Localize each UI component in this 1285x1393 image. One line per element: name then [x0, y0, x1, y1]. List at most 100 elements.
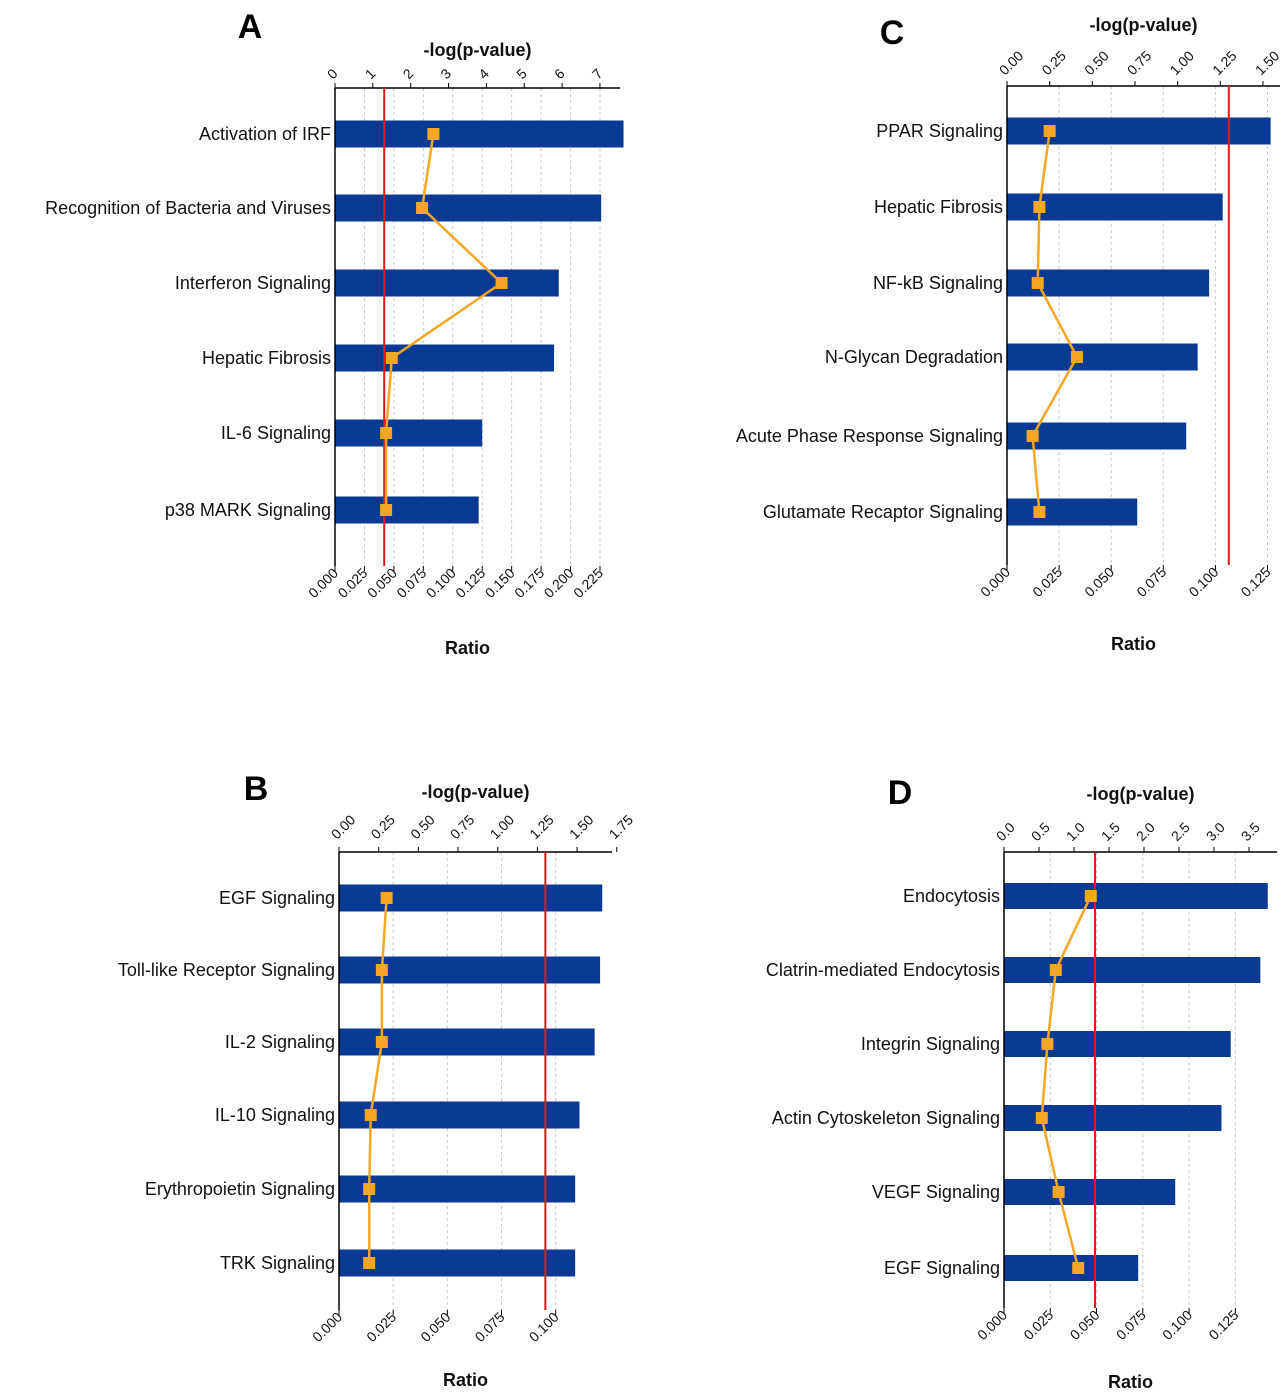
category-label: PPAR Signaling — [876, 121, 1003, 141]
category-label: IL-2 Signaling — [225, 1032, 335, 1052]
top-tick-label: 1.25 — [1209, 47, 1240, 78]
pvalue-marker — [381, 892, 393, 904]
category-label: Erythropoietin Signaling — [145, 1179, 335, 1199]
bottom-axis-title: Ratio — [443, 1370, 488, 1390]
top-tick-label: 7 — [589, 65, 606, 82]
bottom-tick-label: 0.025 — [363, 1309, 399, 1345]
top-tick-label: 3.5 — [1238, 819, 1263, 844]
bottom-tick-label: 0.175 — [511, 565, 547, 601]
category-label: Toll-like Receptor Signaling — [118, 960, 335, 980]
top-axis-title: -log(p-value) — [424, 40, 532, 60]
pvalue-marker — [1027, 430, 1039, 442]
bottom-tick-label: 0.150 — [482, 565, 518, 601]
top-tick-label: 1.0 — [1063, 819, 1088, 844]
top-axis-title: -log(p-value) — [1087, 784, 1195, 804]
top-tick-label: 4 — [475, 65, 492, 82]
top-tick-label: 6 — [551, 65, 568, 82]
pvalue-marker — [1033, 506, 1045, 518]
category-label: p38 MARK Signaling — [165, 500, 331, 520]
bottom-tick-label: 0.125 — [1238, 564, 1274, 600]
category-label: Endocytosis — [903, 886, 1000, 906]
top-tick-label: 0.0 — [993, 819, 1018, 844]
category-label: Hepatic Fibrosis — [202, 348, 331, 368]
bar — [1004, 1255, 1138, 1281]
category-label: Recognition of Bacteria and Viruses — [45, 198, 331, 218]
top-tick-label: 1.25 — [526, 811, 557, 842]
bottom-tick-label: 0.200 — [541, 565, 577, 601]
top-tick-label: 1.5 — [1098, 819, 1123, 844]
panel-b: B EGF Signaling Toll-like Receptor Signali… — [118, 770, 636, 1390]
pvalue-marker — [416, 202, 428, 214]
panel-letter: C — [880, 14, 905, 52]
bottom-tick-label: 0.075 — [472, 1309, 508, 1345]
top-tick-label: 5 — [513, 65, 530, 82]
category-label: TRK Signaling — [220, 1253, 335, 1273]
top-axis-title: -log(p-value) — [422, 782, 530, 802]
bottom-tick-label: 0.125 — [1205, 1307, 1241, 1343]
category-label: IL-6 Signaling — [221, 423, 331, 443]
bottom-tick-label: 0.050 — [1067, 1307, 1103, 1343]
category-label: Hepatic Fibrosis — [874, 197, 1003, 217]
bottom-tick-label: 0.100 — [423, 565, 459, 601]
bar — [1004, 1031, 1231, 1057]
bar — [1007, 344, 1198, 371]
bottom-tick-label: 0.100 — [1185, 564, 1221, 600]
bottom-tick-label: 0.000 — [974, 1307, 1010, 1343]
panel-letter: B — [244, 770, 269, 808]
pvalue-marker — [380, 427, 392, 439]
bar — [1007, 499, 1137, 526]
pvalue-marker — [496, 277, 508, 289]
pvalue-marker — [1044, 125, 1056, 137]
bottom-axis-title: Ratio — [445, 638, 490, 658]
top-tick-label: 1.75 — [606, 811, 637, 842]
pvalue-marker — [1071, 351, 1083, 363]
category-label: Activation of IRF — [199, 124, 331, 144]
bottom-tick-label: 0.100 — [1159, 1307, 1195, 1343]
top-tick-label: 2.0 — [1133, 819, 1158, 844]
pvalue-line — [1033, 131, 1077, 512]
bar — [335, 195, 601, 222]
pvalue-marker — [1085, 890, 1097, 902]
category-label: Integrin Signaling — [861, 1034, 1000, 1054]
top-tick-label: 0.00 — [328, 811, 359, 842]
bar — [1004, 883, 1268, 909]
pvalue-marker — [1050, 964, 1062, 976]
category-label: Clatrin-mediated Endocytosis — [766, 960, 1000, 980]
top-tick-label: 1.00 — [487, 811, 518, 842]
pvalue-marker — [376, 1036, 388, 1048]
category-label: N-Glycan Degradation — [825, 347, 1003, 367]
category-label: IL-10 Signaling — [215, 1105, 335, 1125]
category-label: Interferon Signaling — [175, 273, 331, 293]
category-label: VEGF Signaling — [872, 1182, 1000, 1202]
top-tick-label: 1.50 — [566, 811, 597, 842]
pvalue-marker — [1041, 1038, 1053, 1050]
bar — [335, 420, 482, 447]
top-axis-title: -log(p-value) — [1090, 15, 1198, 35]
top-tick-label: 0.75 — [447, 811, 478, 842]
bottom-tick-label: 0.225 — [570, 565, 606, 601]
bar — [1004, 1179, 1175, 1205]
bottom-tick-label: 0.000 — [977, 564, 1013, 600]
panel-c: C PPAR Signaling Hepatic Fibrosis NF-kB Sig… — [736, 14, 1283, 654]
bottom-tick-label: 0.125 — [452, 565, 488, 601]
bottom-axis-title: Ratio — [1108, 1372, 1153, 1392]
pvalue-marker — [363, 1183, 375, 1195]
top-tick-label: 1.00 — [1166, 47, 1197, 78]
pvalue-marker — [365, 1109, 377, 1121]
bottom-tick-label: 0.075 — [1133, 564, 1169, 600]
bottom-tick-label: 0.050 — [417, 1309, 453, 1345]
top-tick-label: 0.25 — [1038, 47, 1069, 78]
top-tick-label: 0.50 — [407, 811, 438, 842]
pvalue-marker — [363, 1257, 375, 1269]
pvalue-line — [369, 898, 386, 1263]
pvalue-marker — [1033, 201, 1045, 213]
top-tick-label: 2 — [400, 65, 417, 82]
panel-a: A Activation of IRF Recognition of Bacteri… — [45, 8, 623, 658]
bar — [335, 270, 559, 297]
bottom-tick-label: 0.075 — [1113, 1307, 1149, 1343]
bar — [335, 497, 479, 524]
top-tick-label: 0.00 — [996, 47, 1027, 78]
bottom-axis-title: Ratio — [1111, 634, 1156, 654]
pvalue-marker — [1053, 1186, 1065, 1198]
